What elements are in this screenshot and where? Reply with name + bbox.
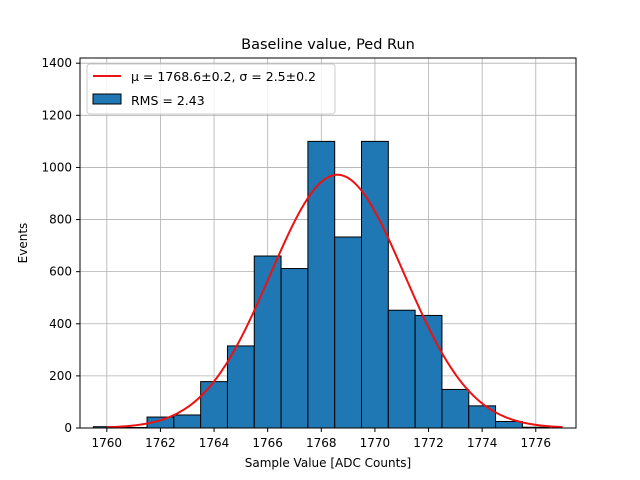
y-tick-label: 0	[64, 421, 72, 435]
y-axis-label: Events	[16, 223, 30, 264]
x-tick-label: 1770	[360, 436, 391, 450]
histogram-bar	[414, 314, 443, 429]
histogram-bar	[200, 381, 228, 429]
y-tick-label: 200	[49, 369, 72, 383]
x-axis-ticks: 1760 1762 1764 1766 1768 1770 1772 1774 1776	[92, 428, 552, 450]
x-tick-label: 1774	[467, 436, 498, 450]
histogram-bar	[495, 420, 523, 429]
x-tick-label: 1776	[521, 436, 552, 450]
histogram-bar	[280, 268, 309, 429]
legend-rms-label: RMS = 2.43	[131, 93, 205, 108]
histogram-bar	[307, 140, 336, 429]
gaussian-fit-curve	[106, 173, 563, 429]
y-tick-label: 1200	[41, 108, 72, 122]
y-tick-label: 600	[49, 265, 72, 279]
histogram-bar	[226, 345, 255, 429]
x-tick-label: 1768	[306, 436, 337, 450]
x-axis-label: Sample Value [ADC Counts]	[245, 456, 411, 470]
y-tick-label: 1000	[41, 160, 72, 174]
y-axis-ticks: 0 200 400 600 800 1000 1200 1400	[41, 56, 80, 435]
x-tick-label: 1760	[92, 436, 123, 450]
legend-box	[86, 63, 336, 115]
legend-fit-label: μ = 1768.6±0.2, σ = 2.5±0.2	[131, 69, 316, 84]
chart-title: Baseline value, Ped Run	[241, 37, 415, 53]
histogram-bar	[387, 309, 416, 429]
histogram-bar	[173, 414, 202, 429]
histogram-bar	[361, 140, 389, 429]
histogram-bar	[441, 388, 470, 429]
x-tick-label: 1762	[145, 436, 176, 450]
histogram-bar	[334, 236, 363, 429]
legend-bar-swatch	[92, 93, 122, 105]
x-tick-label: 1766	[252, 436, 283, 450]
y-tick-label: 1400	[41, 56, 72, 70]
y-tick-label: 800	[49, 213, 72, 227]
x-tick-label: 1764	[199, 436, 230, 450]
plot-frame	[79, 57, 577, 429]
y-tick-label: 400	[49, 317, 72, 331]
x-tick-label: 1772	[413, 436, 444, 450]
legend: μ = 1768.6±0.2, σ = 2.5±0.2 RMS = 2.43	[86, 63, 336, 115]
histogram-bars	[92, 140, 550, 429]
